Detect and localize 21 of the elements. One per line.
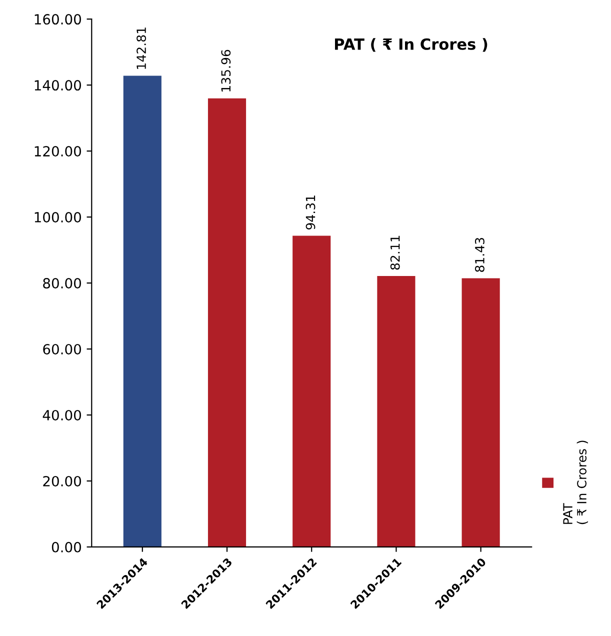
y-tick-label: 60.00 <box>43 344 82 354</box>
bar <box>462 278 500 547</box>
bar <box>123 76 162 547</box>
y-tick-label: 140.00 <box>34 80 82 91</box>
y-tick-label: 100.00 <box>34 212 82 223</box>
data-label: 81.43 <box>474 238 484 272</box>
bar <box>208 98 246 547</box>
legend-label: PAT ( ₹ In Crores ) <box>563 440 588 524</box>
y-tick-label: 20.00 <box>43 476 82 486</box>
text: PAT ( ₹ In Crores ) <box>335 38 488 52</box>
y-tick-label: 160.00 <box>34 14 82 25</box>
y-tick-label: 40.00 <box>42 410 82 420</box>
data-label: 135.96 <box>221 50 231 92</box>
data-label: 82.11 <box>390 236 400 270</box>
data-label: 94.31 <box>306 196 316 230</box>
data-label: 142.81 <box>136 28 146 69</box>
y-tick-label: 80.00 <box>43 278 82 288</box>
y-tick-label: 0.00 <box>52 542 82 552</box>
bar <box>377 276 416 547</box>
y-tick-label: 120.00 <box>34 146 82 157</box>
bar <box>292 236 331 547</box>
